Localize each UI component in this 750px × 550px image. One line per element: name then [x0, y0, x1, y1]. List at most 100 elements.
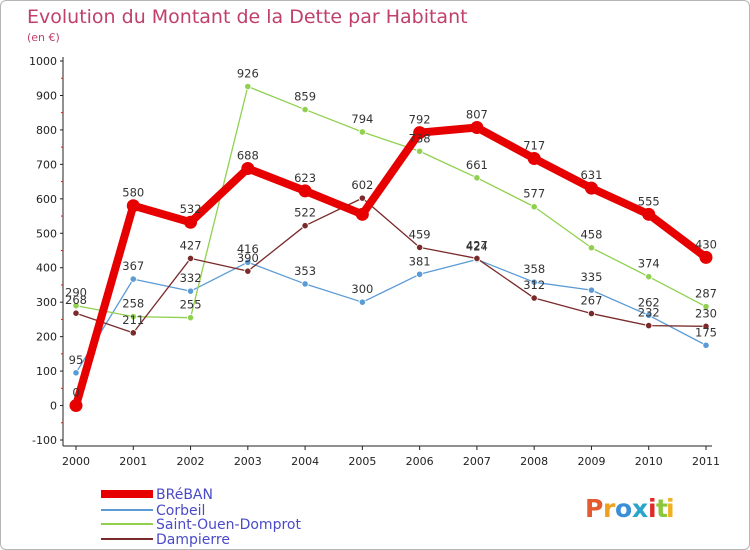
data-label: 717 [523, 139, 545, 153]
data-point [413, 126, 427, 140]
data-label: 0 [72, 386, 79, 400]
data-point [126, 199, 140, 213]
y-tick-label: 300 [36, 296, 57, 309]
data-label: 555 [638, 194, 660, 208]
data-label: 522 [294, 206, 316, 220]
data-label: 794 [351, 112, 373, 126]
data-label: 353 [294, 264, 316, 278]
data-label: 374 [638, 257, 660, 271]
data-point [645, 311, 653, 319]
x-tick-label: 2008 [520, 455, 548, 468]
data-point [129, 275, 137, 283]
data-point [244, 258, 252, 266]
data-point [530, 294, 538, 302]
data-label: 416 [237, 242, 259, 256]
x-tick-label: 2002 [177, 455, 205, 468]
data-label: 926 [237, 66, 259, 80]
legend-label: Corbeil [156, 503, 205, 519]
data-point [473, 254, 481, 263]
data-label: 792 [409, 113, 431, 127]
data-point [699, 250, 713, 264]
data-point [301, 105, 309, 114]
data-point [645, 322, 653, 330]
chart-title: Evolution du Montant de la Dette par Hab… [27, 6, 468, 28]
data-point [645, 273, 653, 281]
data-label: 688 [237, 148, 259, 162]
data-label: 230 [695, 306, 717, 320]
data-label: 424 [466, 239, 488, 253]
data-label: 358 [523, 262, 545, 276]
data-point [702, 341, 710, 349]
y-tick-label: 0 [50, 400, 57, 413]
data-point [702, 322, 710, 330]
x-tick-label: 2006 [406, 455, 434, 468]
x-tick-label: 2004 [291, 455, 319, 468]
data-point [355, 207, 369, 221]
data-label: 430 [695, 237, 717, 251]
y-tick-label: 100 [36, 365, 57, 378]
data-label: 390 [237, 251, 259, 265]
data-point [241, 161, 255, 175]
data-label: 267 [580, 294, 602, 308]
data-label: 262 [638, 295, 660, 309]
data-label: 300 [351, 282, 373, 296]
data-label: 738 [409, 131, 431, 145]
data-point [587, 286, 596, 294]
logo-letter: P [585, 494, 603, 523]
legend-label: Saint-Ouen-Domprot [156, 517, 301, 533]
data-point [416, 270, 424, 278]
logo-letter: t [656, 494, 668, 523]
data-label: 95 [69, 353, 84, 367]
series-line-2 [75, 85, 707, 319]
data-point [702, 303, 710, 311]
x-tick-label: 2005 [348, 455, 376, 468]
data-label: 577 [523, 187, 545, 201]
logo-letter: r [603, 494, 616, 523]
data-label: 631 [580, 168, 602, 182]
logo-letter: o [615, 494, 632, 523]
y-tick-label: 400 [36, 262, 57, 275]
data-label: 255 [180, 298, 202, 312]
x-tick-label: 2010 [635, 455, 663, 468]
data-point [244, 82, 252, 91]
data-label: 532 [180, 202, 202, 216]
data-label: 287 [695, 287, 717, 301]
legend-label: Dampierre [156, 532, 230, 548]
logo-letter: x [632, 494, 648, 523]
data-point [642, 207, 656, 221]
data-point [298, 184, 312, 198]
x-tick-label: 2000 [62, 455, 90, 468]
y-tick-label: 700 [36, 158, 57, 171]
y-tick-label: 1000 [29, 55, 57, 68]
x-tick-label: 2007 [463, 455, 491, 468]
data-point [358, 298, 366, 306]
data-point [473, 174, 481, 182]
data-point [530, 278, 538, 286]
data-point [72, 309, 80, 317]
data-label: 367 [122, 259, 144, 273]
y-tick-label: 800 [36, 124, 57, 137]
data-point [470, 120, 484, 134]
y-tick-label: 500 [36, 227, 57, 240]
data-label: 459 [409, 227, 431, 241]
chart-subtitle: (en €) [27, 31, 60, 44]
data-point [69, 399, 83, 413]
y-tick-label: -100 [32, 434, 57, 447]
logo-letter: i [666, 494, 675, 523]
data-label: 458 [580, 228, 602, 242]
x-tick-label: 2011 [692, 455, 720, 468]
x-tick-label: 2009 [577, 455, 605, 468]
data-label: 211 [122, 313, 144, 327]
data-label: 232 [638, 306, 660, 320]
data-label: 312 [523, 278, 545, 292]
data-point [244, 267, 252, 275]
data-point [186, 254, 195, 263]
y-tick-label: 900 [36, 89, 57, 102]
data-label: 175 [695, 325, 717, 339]
data-point [301, 222, 309, 230]
data-label: 290 [65, 286, 87, 300]
data-label: 335 [580, 270, 602, 284]
y-tick-label: 600 [36, 193, 57, 206]
